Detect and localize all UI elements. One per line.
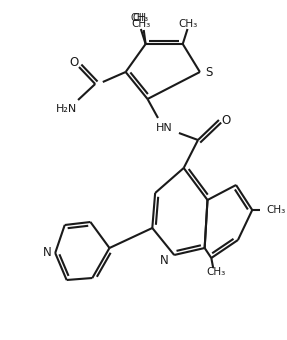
Text: N: N	[43, 246, 52, 259]
Text: CH₃: CH₃	[267, 205, 286, 215]
Text: CH: CH	[133, 13, 147, 23]
Text: N: N	[160, 254, 169, 267]
Text: O: O	[221, 114, 230, 126]
Text: CH₃: CH₃	[206, 267, 226, 277]
Text: S: S	[205, 66, 212, 79]
Text: H₂N: H₂N	[56, 104, 77, 114]
Text: CH₃: CH₃	[131, 13, 149, 23]
Text: O: O	[70, 55, 79, 68]
Text: CH₃: CH₃	[178, 19, 197, 29]
Text: HN: HN	[156, 123, 173, 133]
Text: CH₃: CH₃	[131, 19, 150, 29]
